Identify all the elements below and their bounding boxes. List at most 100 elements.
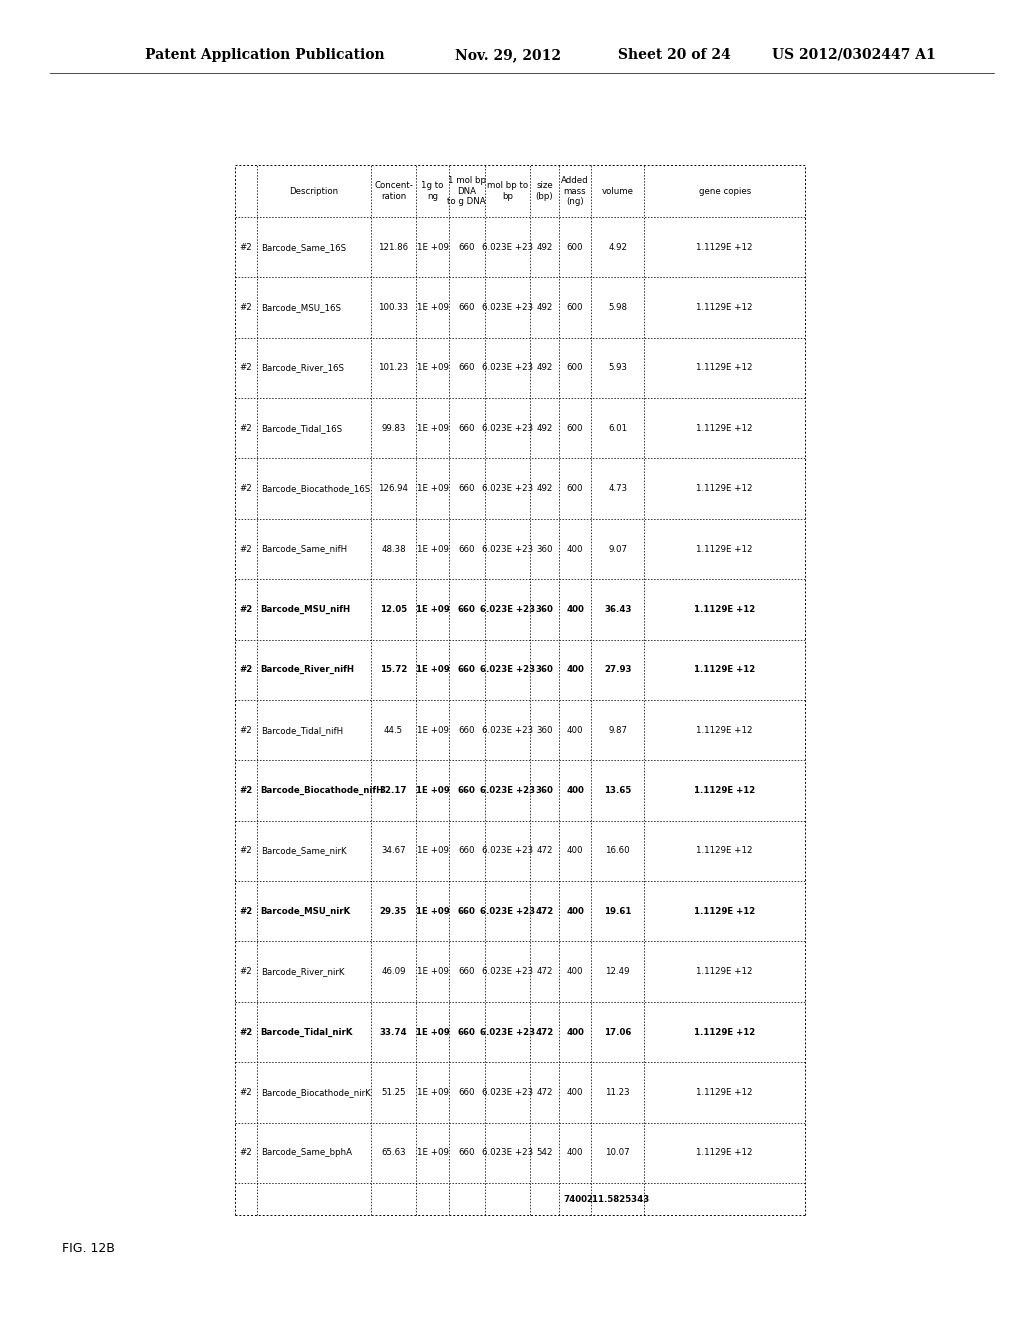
Text: 360: 360 [536,787,553,795]
Text: 400: 400 [566,1148,584,1158]
Text: #2: #2 [240,545,252,553]
Text: 1.1129E +12: 1.1129E +12 [696,846,753,855]
Text: 400: 400 [566,1027,584,1036]
Text: 4.92: 4.92 [608,243,628,252]
Text: 1E +09: 1E +09 [417,1148,449,1158]
Text: 15.72: 15.72 [380,665,408,675]
Text: 400: 400 [566,907,584,916]
Text: 48.38: 48.38 [381,545,406,553]
Text: 492: 492 [537,304,553,312]
Text: 7400: 7400 [563,1195,587,1204]
Text: 660: 660 [458,787,475,795]
Text: 17.06: 17.06 [604,1027,632,1036]
Text: 1.1129E +12: 1.1129E +12 [696,484,753,494]
Text: 472: 472 [537,846,553,855]
Text: 660: 660 [459,968,475,977]
Text: 6.023E +23: 6.023E +23 [482,424,534,433]
Text: 600: 600 [566,363,584,372]
Text: Barcode_Tidal_nirK: Barcode_Tidal_nirK [261,1027,353,1036]
Text: #2: #2 [240,484,252,494]
Text: Description: Description [289,186,338,195]
Text: 660: 660 [458,665,475,675]
Text: 36.43: 36.43 [604,605,632,614]
Text: 600: 600 [566,304,584,312]
Text: 51.25: 51.25 [381,1088,406,1097]
Text: 6.023E +23: 6.023E +23 [482,846,534,855]
Text: 400: 400 [566,605,584,614]
Text: 1g to
ng: 1g to ng [421,181,443,201]
Text: 660: 660 [459,243,475,252]
Text: 660: 660 [459,545,475,553]
Text: 6.023E +23: 6.023E +23 [482,484,534,494]
Text: 101.23: 101.23 [379,363,409,372]
Text: 660: 660 [459,846,475,855]
Text: 1E +09: 1E +09 [417,424,449,433]
Text: Barcode_Same_16S: Barcode_Same_16S [261,243,346,252]
Text: 1E +09: 1E +09 [416,1027,450,1036]
Text: 400: 400 [566,1088,584,1097]
Text: Nov. 29, 2012: Nov. 29, 2012 [455,48,561,62]
Text: Barcode_MSU_nifH: Barcode_MSU_nifH [261,605,351,614]
Text: 360: 360 [537,545,553,553]
Text: #2: #2 [240,787,253,795]
Text: FIG. 12B: FIG. 12B [62,1242,115,1254]
Text: 400: 400 [566,968,584,977]
Text: 4.73: 4.73 [608,484,628,494]
Text: 27.93: 27.93 [604,665,632,675]
Text: 472: 472 [536,907,554,916]
Text: Added
mass
(ng): Added mass (ng) [561,176,589,206]
Text: 34.67: 34.67 [381,846,406,855]
Text: 5.93: 5.93 [608,363,628,372]
Text: 6.01: 6.01 [608,424,628,433]
Text: 46.09: 46.09 [381,968,406,977]
Text: Barcode_Tidal_16S: Barcode_Tidal_16S [261,424,342,433]
Text: 6.023E +23: 6.023E +23 [482,545,534,553]
Text: 1E +09: 1E +09 [416,665,450,675]
Text: 13.65: 13.65 [604,787,632,795]
Text: Barcode_River_16S: Barcode_River_16S [261,363,344,372]
Text: #2: #2 [240,846,252,855]
Text: #2: #2 [240,605,253,614]
Text: #2: #2 [240,968,252,977]
Text: 6.023E +23: 6.023E +23 [482,968,534,977]
Text: 121.86: 121.86 [379,243,409,252]
Text: 1.1129E +12: 1.1129E +12 [696,243,753,252]
Text: #2: #2 [240,363,252,372]
Text: Barcode_Biocathode_16S: Barcode_Biocathode_16S [261,484,370,494]
Text: 400: 400 [566,787,584,795]
Text: 6.023E +23: 6.023E +23 [480,787,535,795]
Text: 6.023E +23: 6.023E +23 [480,605,535,614]
Text: 600: 600 [566,484,584,494]
Text: gene copies: gene copies [698,186,751,195]
Text: 6.023E +23: 6.023E +23 [482,243,534,252]
Text: 1E +09: 1E +09 [417,545,449,553]
Text: #2: #2 [240,1027,253,1036]
Text: 1.1129E +12: 1.1129E +12 [696,363,753,372]
Text: volume: volume [602,186,634,195]
Text: 1.1129E +12: 1.1129E +12 [696,304,753,312]
Text: 492: 492 [537,363,553,372]
Text: mol bp to
bp: mol bp to bp [486,181,528,201]
Text: 1E +09: 1E +09 [417,363,449,372]
Text: #2: #2 [240,665,253,675]
Text: 360: 360 [536,665,553,675]
Text: 660: 660 [458,907,475,916]
Text: 6.023E +23: 6.023E +23 [480,1027,535,1036]
Text: 9.87: 9.87 [608,726,628,735]
Text: Barcode_Same_bphA: Barcode_Same_bphA [261,1148,351,1158]
Text: 1.1129E +12: 1.1129E +12 [696,726,753,735]
Text: #2: #2 [240,907,253,916]
Text: 660: 660 [459,424,475,433]
Text: Patent Application Publication: Patent Application Publication [145,48,385,62]
Text: 1.1129E +12: 1.1129E +12 [694,605,756,614]
Text: Concent-
ration: Concent- ration [374,181,413,201]
Text: #2: #2 [240,1088,252,1097]
Text: 400: 400 [566,846,584,855]
Text: 1E +09: 1E +09 [416,605,450,614]
Text: Barcode_Same_nirK: Barcode_Same_nirK [261,846,346,855]
Text: 1.1129E +12: 1.1129E +12 [696,545,753,553]
Text: 1E +09: 1E +09 [417,484,449,494]
Text: 99.83: 99.83 [381,424,406,433]
Text: 492: 492 [537,243,553,252]
Text: 126.94: 126.94 [379,484,409,494]
